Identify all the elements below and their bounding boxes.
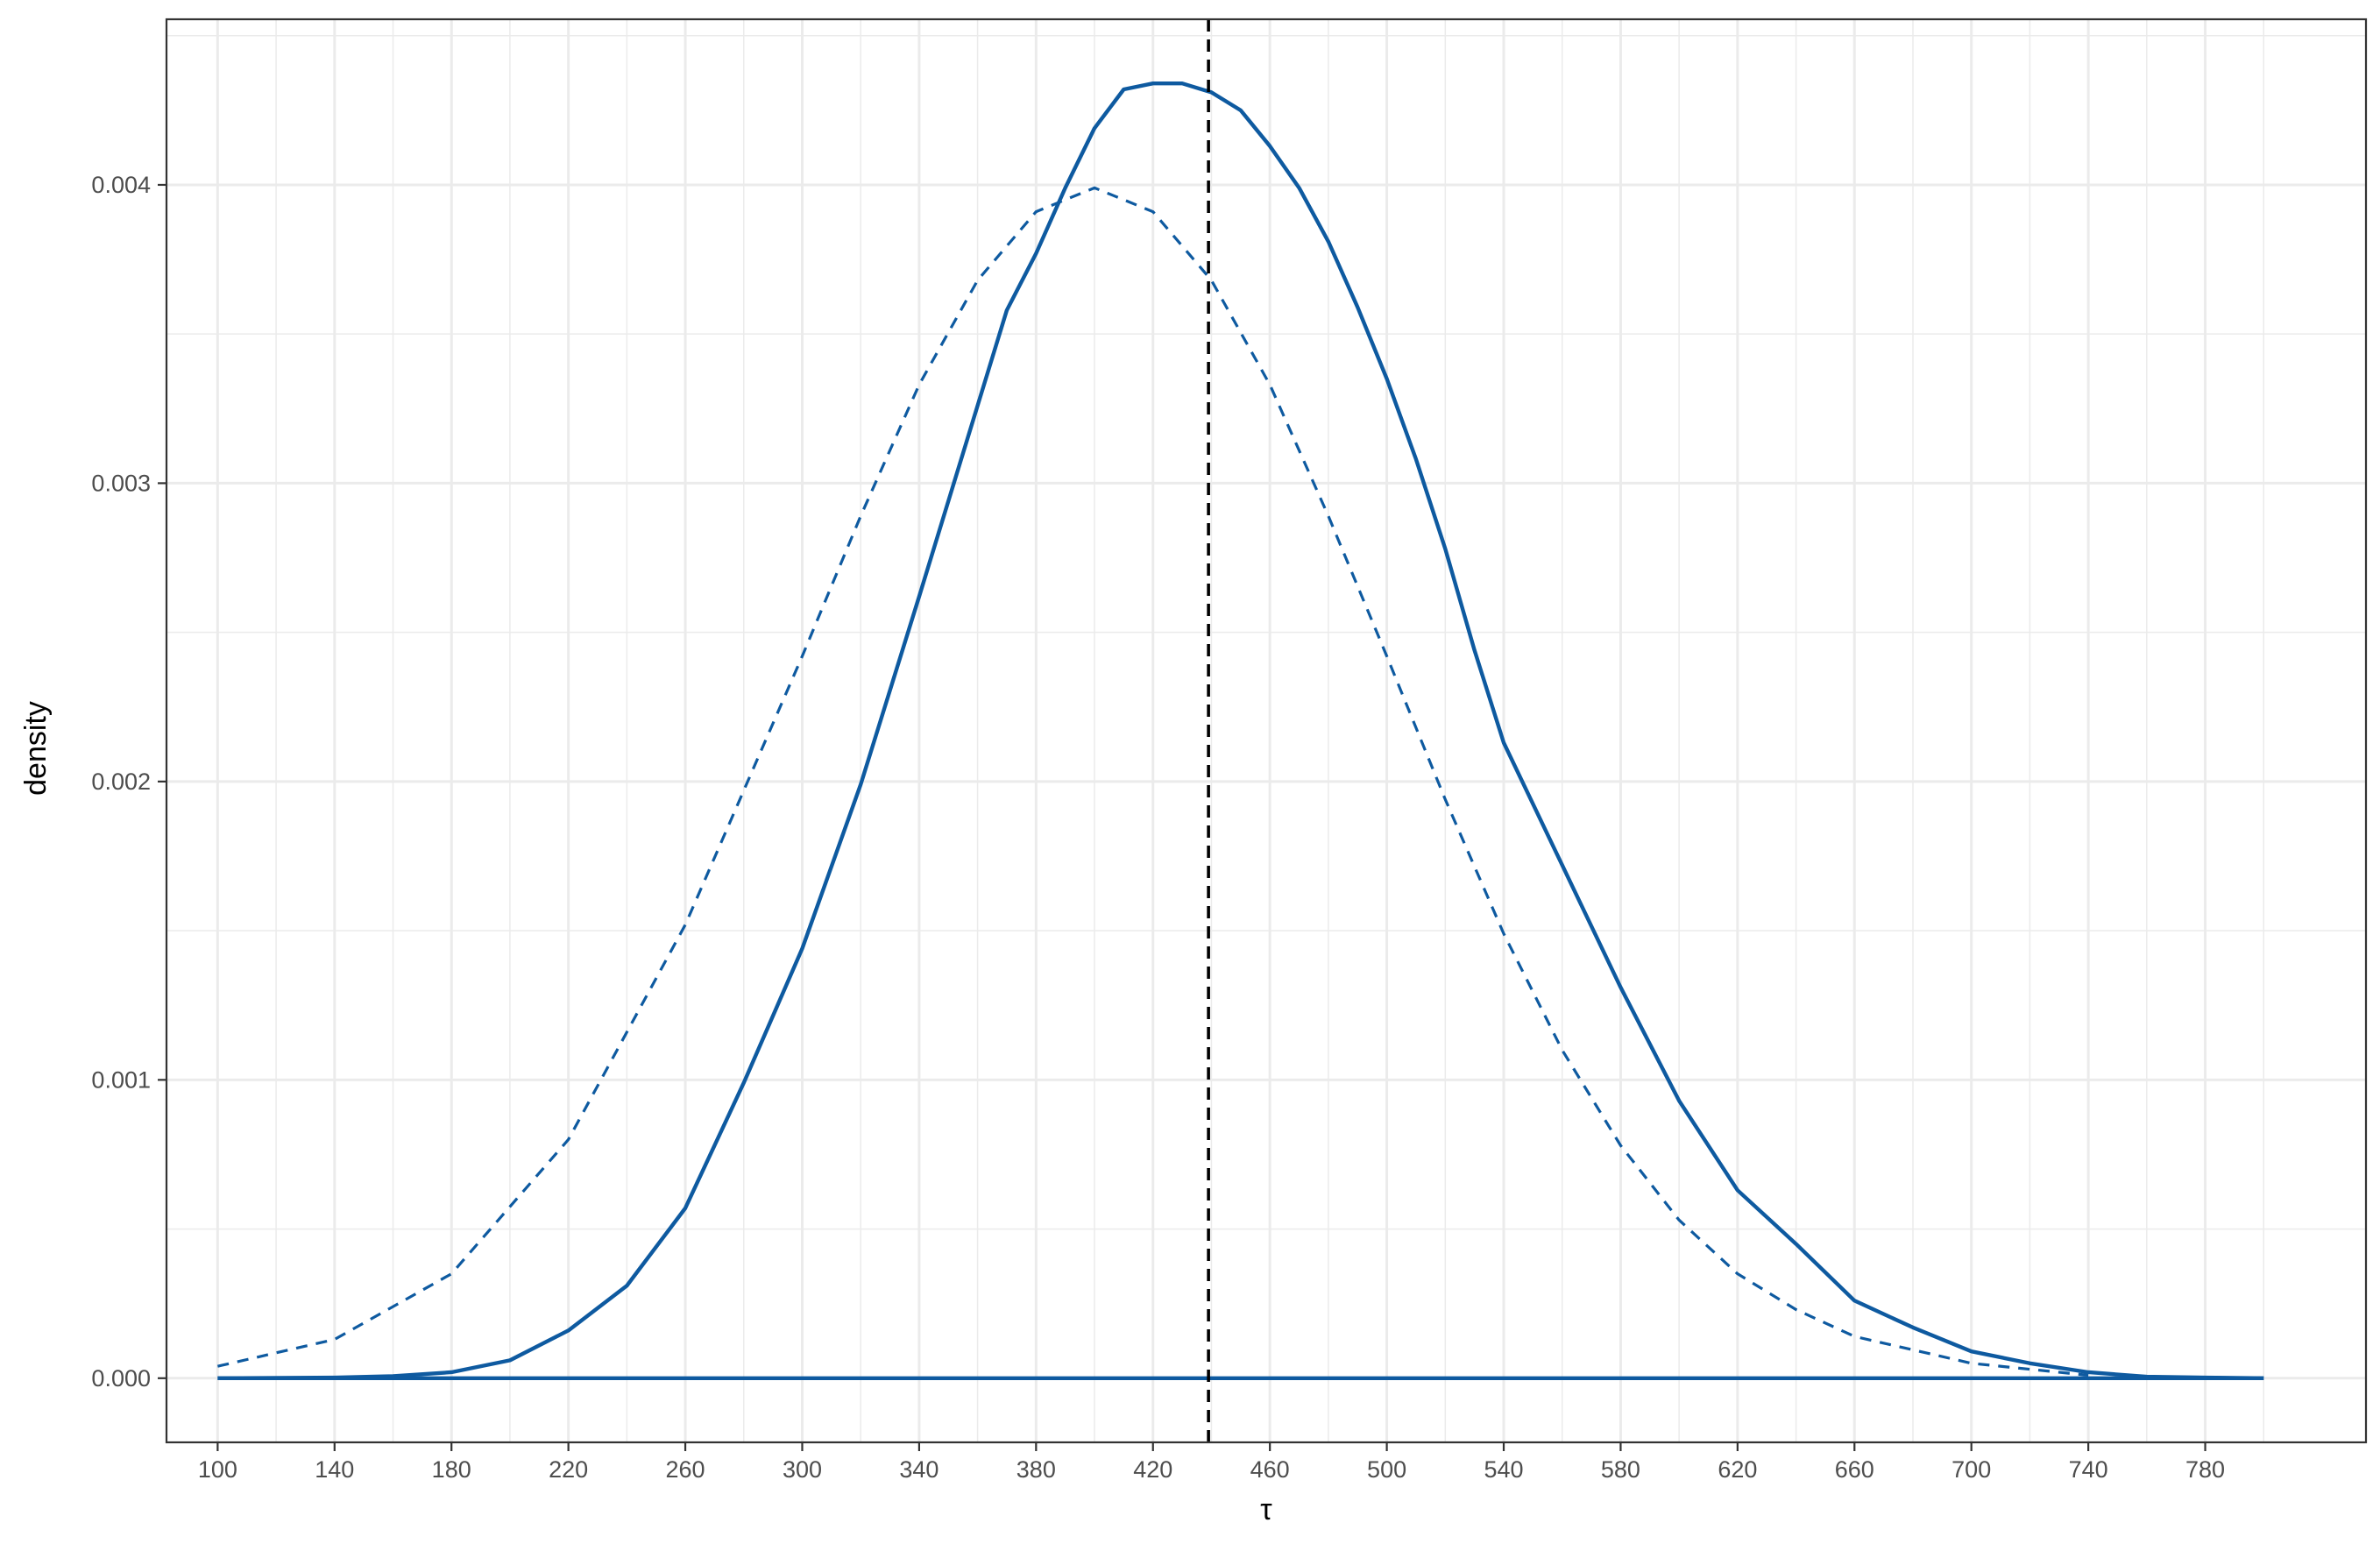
x-tick-label: 540	[1484, 1456, 1523, 1483]
y-tick-label: 0.002	[91, 768, 151, 795]
x-axis-title: τ	[1260, 1493, 1272, 1526]
y-axis-title: density	[19, 701, 53, 796]
x-tick-label: 180	[432, 1456, 471, 1483]
series-line-solid	[217, 81, 2264, 1380]
x-tick-label: 780	[2185, 1456, 2225, 1483]
x-tick-label: 100	[198, 1456, 237, 1483]
x-tick-label: 260	[666, 1456, 705, 1483]
series-layer	[217, 81, 2264, 1380]
x-tick-label: 700	[1951, 1456, 1991, 1483]
x-tick-label: 420	[1133, 1456, 1172, 1483]
y-tick-label: 0.001	[91, 1066, 151, 1093]
x-axis: 100 140 180 220 260 300 340 380 420 460 500 540 580 6…	[198, 1442, 2225, 1483]
x-tick-label: 220	[549, 1456, 588, 1483]
x-tick-label: 460	[1250, 1456, 1290, 1483]
x-tick-label: 500	[1367, 1456, 1406, 1483]
x-tick-label: 740	[2069, 1456, 2108, 1483]
y-axis: 0.000 0.001 0.002 0.003 0.004	[91, 172, 166, 1392]
panel-border	[165, 18, 2368, 1444]
x-tick-label: 380	[1016, 1456, 1056, 1483]
x-tick-label: 620	[1718, 1456, 1757, 1483]
series-line-dashed	[217, 186, 2089, 1377]
x-tick-label: 140	[315, 1456, 354, 1483]
y-tick-label: 0.004	[91, 172, 151, 198]
y-tick-label: 0.000	[91, 1365, 151, 1392]
x-tick-label: 660	[1835, 1456, 1874, 1483]
x-tick-label: 340	[899, 1456, 939, 1483]
x-tick-label: 300	[783, 1456, 822, 1483]
y-tick-label: 0.003	[91, 470, 151, 496]
minor-gridlines	[166, 19, 2366, 1442]
x-tick-label: 580	[1601, 1456, 1640, 1483]
